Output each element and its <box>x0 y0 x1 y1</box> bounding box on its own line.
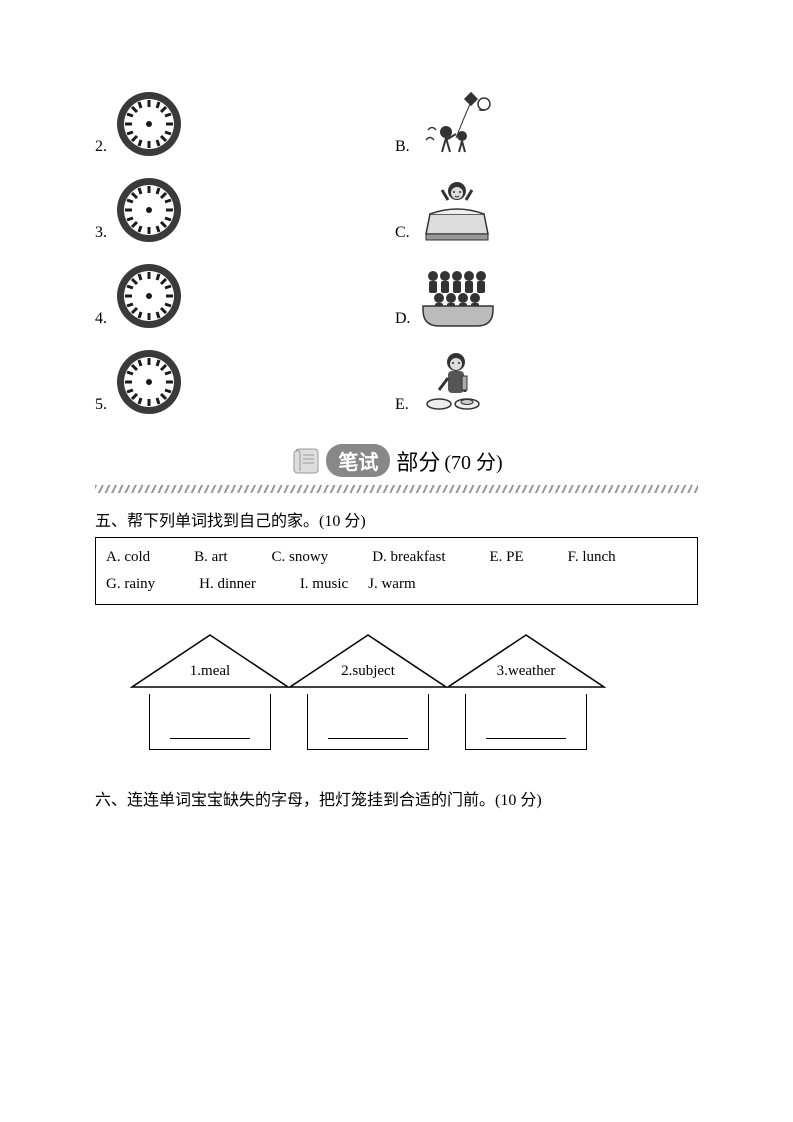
match-number: 2. <box>95 138 107 158</box>
clock-icon <box>115 262 183 330</box>
word-option: J. warm <box>368 571 416 598</box>
match-number: 5. <box>95 396 107 416</box>
answer-line[interactable] <box>170 738 250 739</box>
match-letter: E. <box>395 396 409 416</box>
match-letter: B. <box>395 138 410 158</box>
match-letter: C. <box>395 224 410 244</box>
word-option: I. music <box>300 571 348 598</box>
clock-icon <box>115 348 183 416</box>
house-body[interactable] <box>307 694 429 750</box>
word-bank-box: A. cold B. art C. snowy D. breakfast E. … <box>95 537 698 605</box>
scroll-icon <box>290 445 322 477</box>
word-option: C. snowy <box>272 544 329 571</box>
match-row: 2. <box>95 90 698 158</box>
word-option: H. dinner <box>199 571 256 598</box>
house-body[interactable] <box>149 694 271 750</box>
house: 1.meal <box>140 633 280 750</box>
word-option: F. lunch <box>568 544 616 571</box>
house: 3.weather <box>456 633 596 750</box>
answer-line[interactable] <box>486 738 566 739</box>
match-number: 3. <box>95 224 107 244</box>
section-title-text: 部分 <box>396 445 440 477</box>
houses-container: 1.meal 2.subject 3.weather <box>140 633 698 750</box>
word-option: G. rainy <box>106 571 155 598</box>
waking-up-picture <box>418 176 496 244</box>
clock-icon <box>115 90 183 158</box>
match-row: 5. <box>95 348 698 416</box>
word-option: E. PE <box>490 544 524 571</box>
house: 2.subject <box>298 633 438 750</box>
word-option: D. breakfast <box>372 544 445 571</box>
house-body[interactable] <box>465 694 587 750</box>
group-children-picture <box>419 262 497 330</box>
section-points: (70 分) <box>444 446 502 475</box>
q5-title: 五、帮下列单词找到自己的家。(10 分) <box>95 507 698 531</box>
match-letter: D. <box>395 310 411 330</box>
q6-title: 六、连连单词宝宝缺失的字母，把灯笼挂到合适的门前。(10 分) <box>95 786 698 810</box>
kite-flying-picture <box>418 90 496 158</box>
eating-picture <box>417 348 495 416</box>
section-header: 笔试 部分 (70 分) <box>95 444 698 477</box>
house-label: 1.meal <box>130 663 290 680</box>
section-pill: 笔试 <box>326 444 390 477</box>
answer-line[interactable] <box>328 738 408 739</box>
matching-section: 2. <box>95 90 698 416</box>
house-label: 3.weather <box>446 663 606 680</box>
match-row: 4. <box>95 262 698 330</box>
hatch-divider <box>95 485 698 493</box>
house-label: 2.subject <box>288 663 448 680</box>
match-row: 3. <box>95 176 698 244</box>
clock-icon <box>115 176 183 244</box>
word-option: A. cold <box>106 544 150 571</box>
word-option: B. art <box>194 544 227 571</box>
match-number: 4. <box>95 310 107 330</box>
